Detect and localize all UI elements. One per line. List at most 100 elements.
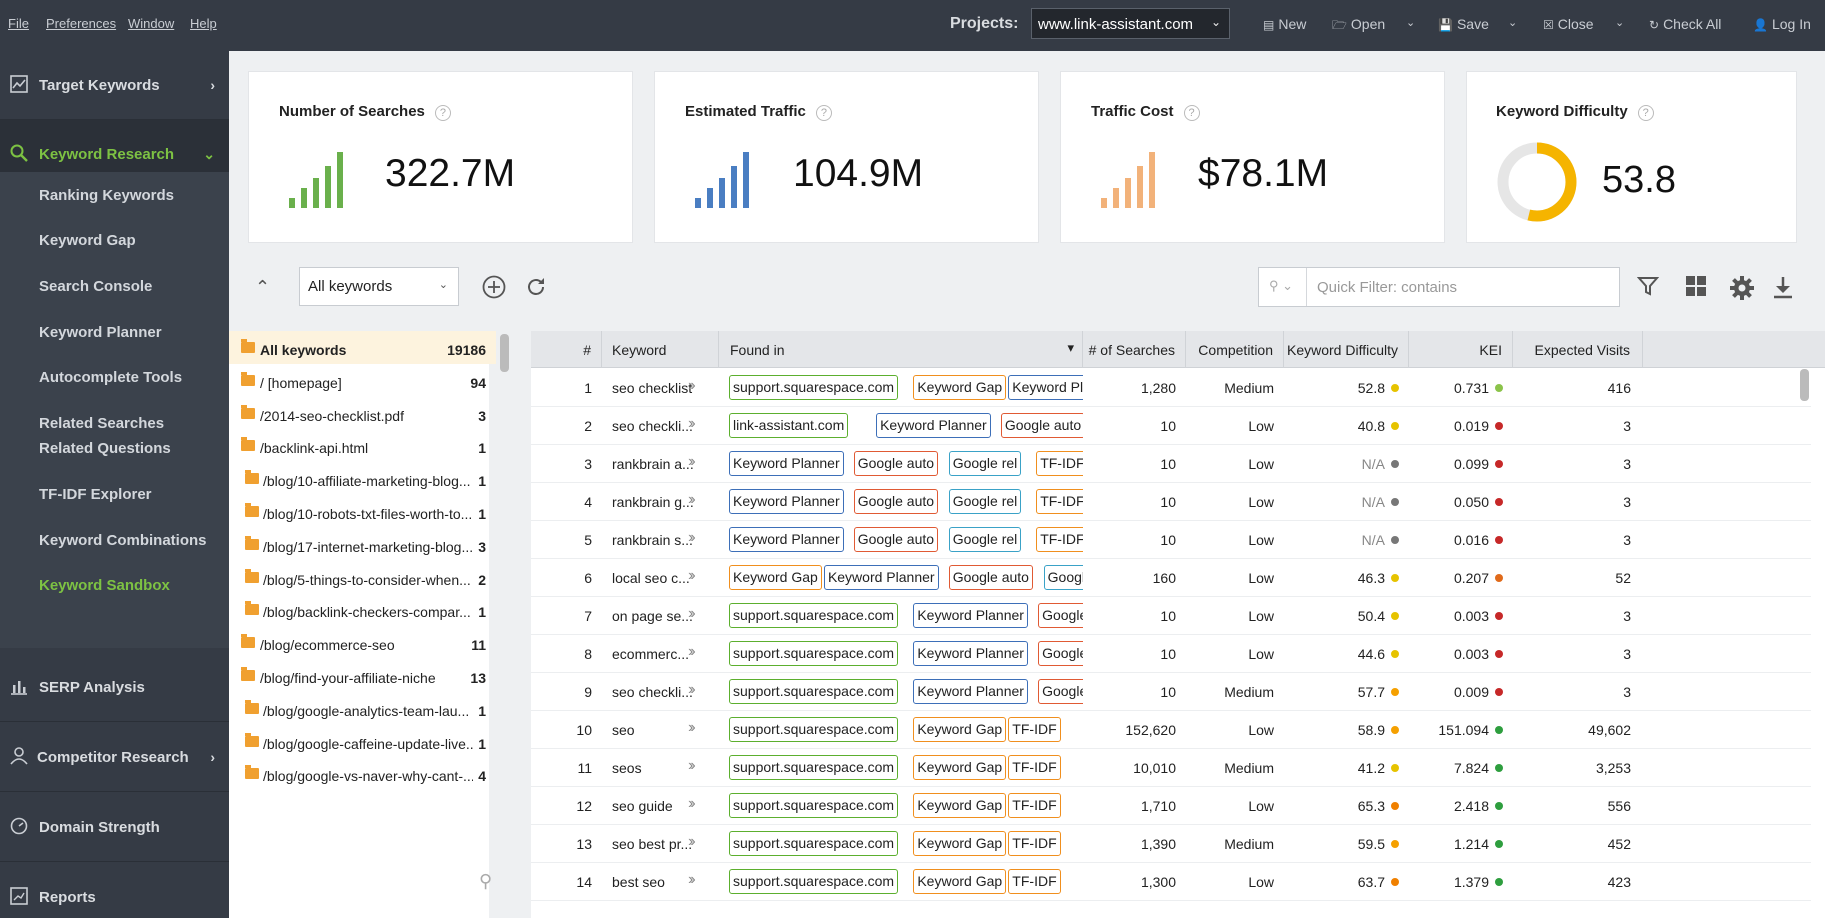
sidebar-item-keyword-planner[interactable]: Keyword Planner bbox=[39, 324, 162, 341]
double-chevron-icon[interactable]: ›› bbox=[688, 605, 695, 622]
sidebar-item-autocomplete-tools[interactable]: Autocomplete Tools bbox=[39, 369, 183, 386]
tree-item[interactable]: /blog/google-vs-naver-why-cant-... 4 bbox=[229, 757, 496, 790]
double-chevron-icon[interactable]: ›› bbox=[688, 719, 695, 736]
tree-scrollbar[interactable] bbox=[500, 334, 509, 372]
tree-item[interactable]: /blog/find-your-affiliate-niche 13 bbox=[229, 659, 496, 692]
grid-view-icon[interactable] bbox=[1685, 275, 1707, 303]
double-chevron-icon[interactable]: ›› bbox=[688, 681, 695, 698]
new-button[interactable]: ▤ New bbox=[1263, 16, 1306, 32]
sidebar-item-keyword-sandbox[interactable]: Keyword Sandbox bbox=[39, 577, 170, 594]
sidebar-section-domain-strength[interactable]: Domain Strength bbox=[0, 793, 229, 862]
tree-item[interactable]: /blog/5-things-to-consider-when... 2 bbox=[229, 561, 496, 594]
open-button[interactable]: 🗁 Open ⌄ bbox=[1332, 16, 1415, 37]
sidebar-item-search-console[interactable]: Search Console bbox=[39, 278, 153, 295]
sidebar-section-serp-analysis[interactable]: SERP Analysis bbox=[0, 653, 229, 722]
tree-item[interactable]: /blog/17-internet-marketing-blog... 3 bbox=[229, 528, 496, 561]
sidebar-section-target-keywords[interactable]: Target Keywords › bbox=[0, 51, 229, 120]
double-chevron-icon[interactable]: ›› bbox=[688, 567, 695, 584]
column-header[interactable]: Keyword Difficulty bbox=[1284, 331, 1409, 368]
help-icon[interactable]: ? bbox=[815, 105, 832, 121]
help-icon[interactable]: ? bbox=[1183, 105, 1200, 121]
tree-item[interactable]: /blog/google-caffeine-update-live... 1 bbox=[229, 725, 496, 758]
tree-item[interactable]: /blog/ecommerce-seo 11 bbox=[229, 626, 496, 659]
quick-filter[interactable]: ⚲ ⌄ Quick Filter: contains bbox=[1258, 267, 1620, 307]
tree-item[interactable]: / [homepage] 94 bbox=[229, 364, 496, 397]
sidebar-item-keyword-combinations[interactable]: Keyword Combinations bbox=[39, 532, 207, 549]
download-icon[interactable] bbox=[1772, 275, 1794, 305]
table-row[interactable]: 5 rankbrain s... ›› Keyword Planner Google a… bbox=[531, 521, 1811, 559]
column-header[interactable]: Expected Visits bbox=[1513, 331, 1643, 368]
double-chevron-icon[interactable]: ›› bbox=[688, 415, 695, 432]
column-header[interactable]: # bbox=[531, 331, 602, 368]
column-header[interactable]: Found in ▾ bbox=[719, 331, 1083, 368]
tree-item-all-keywords[interactable]: All keywords 19186 bbox=[229, 331, 496, 364]
table-row[interactable]: 12 seo guide ›› support.squarespace.com Keyw… bbox=[531, 787, 1811, 825]
project-select[interactable]: www.link-assistant.com ⌄ bbox=[1031, 8, 1230, 39]
sidebar-item-ranking-keywords[interactable]: Ranking Keywords bbox=[39, 187, 175, 204]
double-chevron-icon[interactable]: ›› bbox=[688, 795, 695, 812]
search-icon[interactable]: ⚲ bbox=[479, 871, 493, 891]
column-header[interactable]: # of Searches bbox=[1083, 331, 1186, 368]
help-icon[interactable]: ? bbox=[434, 105, 451, 121]
tree-item[interactable]: /blog/google-analytics-team-lau... 1 bbox=[229, 692, 496, 725]
menu-preferences[interactable]: Preferences bbox=[46, 16, 117, 31]
filter-icon[interactable] bbox=[1636, 275, 1660, 303]
double-chevron-icon[interactable]: ›› bbox=[688, 491, 695, 508]
table-row[interactable]: 2 seo checkli... ›› link-assistant.com Keywo… bbox=[531, 407, 1811, 445]
table-row[interactable]: 1 seo checklist ›› support.squarespace.com K… bbox=[531, 369, 1811, 407]
add-icon[interactable] bbox=[482, 275, 506, 305]
refresh-icon[interactable] bbox=[524, 275, 548, 305]
table-row[interactable]: 9 seo checkli... ›› support.squarespace.com… bbox=[531, 673, 1811, 711]
double-chevron-icon[interactable]: ›› bbox=[688, 529, 695, 546]
quick-filter-input[interactable]: Quick Filter: contains bbox=[1317, 279, 1458, 296]
search-icon[interactable]: ⚲ ⌄ bbox=[1259, 268, 1307, 306]
tree-item[interactable]: /2014-seo-checklist.pdf 3 bbox=[229, 397, 496, 430]
table-row[interactable]: 14 best seo ›› support.squarespace.com Keywo… bbox=[531, 863, 1811, 901]
menu-file[interactable]: File bbox=[8, 16, 29, 31]
login-button[interactable]: 👤 Log In bbox=[1753, 16, 1811, 32]
sort-down-icon[interactable]: ▾ bbox=[1067, 340, 1074, 355]
table-row[interactable]: 13 seo best pr... ›› support.squarespace.co… bbox=[531, 825, 1811, 863]
chevron-down-icon[interactable]: ⌄ bbox=[1615, 17, 1625, 29]
column-header[interactable]: Competition bbox=[1186, 331, 1284, 368]
table-row[interactable]: 7 on page se... ›› support.squarespace.com K… bbox=[531, 597, 1811, 635]
panel-splitter[interactable] bbox=[509, 331, 531, 918]
table-row[interactable]: 11 seos ›› support.squarespace.com Keyword G… bbox=[531, 749, 1811, 787]
save-button[interactable]: 💾 Save ⌄ bbox=[1438, 16, 1517, 32]
table-row[interactable]: 3 rankbrain a... ›› Keyword Planner Google a… bbox=[531, 445, 1811, 483]
double-chevron-icon[interactable]: ›› bbox=[688, 377, 695, 394]
sidebar-item-keyword-gap[interactable]: Keyword Gap bbox=[39, 232, 136, 249]
table-row[interactable]: 10 seo ›› support.squarespace.com Keyword Ga… bbox=[531, 711, 1811, 749]
menu-window[interactable]: Window bbox=[128, 16, 175, 31]
collapse-icon[interactable]: ⌃ bbox=[255, 277, 271, 297]
check-all-button[interactable]: ↻ Check All bbox=[1649, 16, 1721, 32]
double-chevron-icon[interactable]: ›› bbox=[688, 757, 695, 774]
chevron-down-icon[interactable]: ⌄ bbox=[1406, 17, 1416, 29]
table-row[interactable]: 4 rankbrain g... ›› Keyword Planner Google a… bbox=[531, 483, 1811, 521]
double-chevron-icon[interactable]: ›› bbox=[688, 871, 695, 888]
menu-help[interactable]: Help bbox=[190, 16, 217, 31]
sidebar-item-related-searches[interactable]: Related Searches bbox=[39, 415, 165, 432]
tree-item[interactable]: /blog/backlink-checkers-compar... 1 bbox=[229, 593, 496, 626]
chevron-down-icon[interactable]: ⌄ bbox=[1508, 17, 1518, 29]
table-row[interactable]: 6 local seo c... ›› Keyword Gap Keyword Plan… bbox=[531, 559, 1811, 597]
tree-item[interactable]: /backlink-api.html 1 bbox=[229, 429, 496, 462]
table-row[interactable]: 8 ecommerc... ›› support.squarespace.com Key… bbox=[531, 635, 1811, 673]
column-header[interactable]: Keyword bbox=[602, 331, 719, 368]
keyword-group-select[interactable]: All keywords ⌄ bbox=[299, 267, 459, 306]
sidebar-item-tf-idf-explorer[interactable]: TF-IDF Explorer bbox=[39, 486, 152, 503]
sidebar-section-reports[interactable]: Reports bbox=[0, 863, 229, 918]
sidebar-section-competitor-research[interactable]: Competitor Research › bbox=[0, 723, 229, 792]
close-button[interactable]: ☒ Close ⌄ bbox=[1543, 16, 1624, 32]
double-chevron-icon[interactable]: ›› bbox=[688, 453, 695, 470]
double-chevron-icon[interactable]: ›› bbox=[688, 833, 695, 850]
vertical-scrollbar[interactable] bbox=[1800, 369, 1809, 401]
tree-item[interactable]: /blog/10-affiliate-marketing-blog... 1 bbox=[229, 462, 496, 495]
help-icon[interactable]: ? bbox=[1637, 105, 1654, 121]
sidebar-item-related-questions[interactable]: Related Questions bbox=[39, 440, 171, 457]
double-chevron-icon[interactable]: ›› bbox=[688, 643, 695, 660]
tree-item[interactable]: /blog/10-robots-txt-files-worth-to... 1 bbox=[229, 495, 496, 528]
kei-value: 1.379 bbox=[1453, 874, 1489, 890]
gear-icon[interactable] bbox=[1729, 275, 1755, 307]
column-header[interactable]: KEI bbox=[1409, 331, 1513, 368]
